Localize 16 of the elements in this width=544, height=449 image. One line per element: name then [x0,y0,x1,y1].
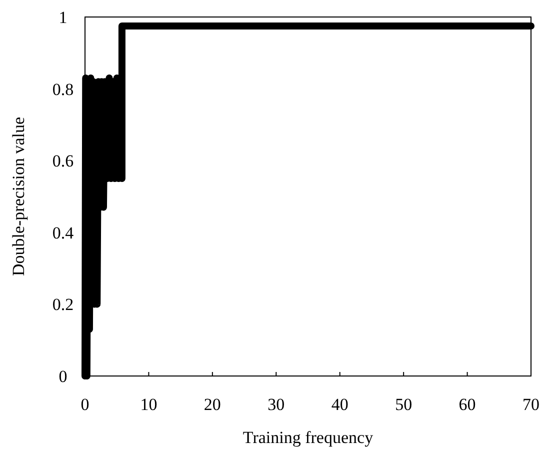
x-tick-label: 40 [331,395,348,414]
x-tick-label: 60 [458,395,476,414]
x-tick-label: 70 [522,395,540,414]
x-axis-title: Training frequency [242,428,374,447]
y-tick-label: 0.6 [52,152,74,171]
y-tick-label: 0.4 [52,223,74,242]
x-tick-label: 10 [140,395,158,414]
x-tick-label: 30 [268,395,285,414]
x-tick-label: 50 [395,395,412,414]
x-tick-label: 20 [204,395,221,414]
y-tick-label: 0.8 [52,80,74,99]
y-tick-label: 0.2 [52,295,74,314]
y-tick-label: 0 [58,367,68,386]
y-tick-label: 1 [58,8,68,27]
x-tick-label: 0 [80,395,90,414]
y-axis-title: Double-precision value [9,116,28,276]
